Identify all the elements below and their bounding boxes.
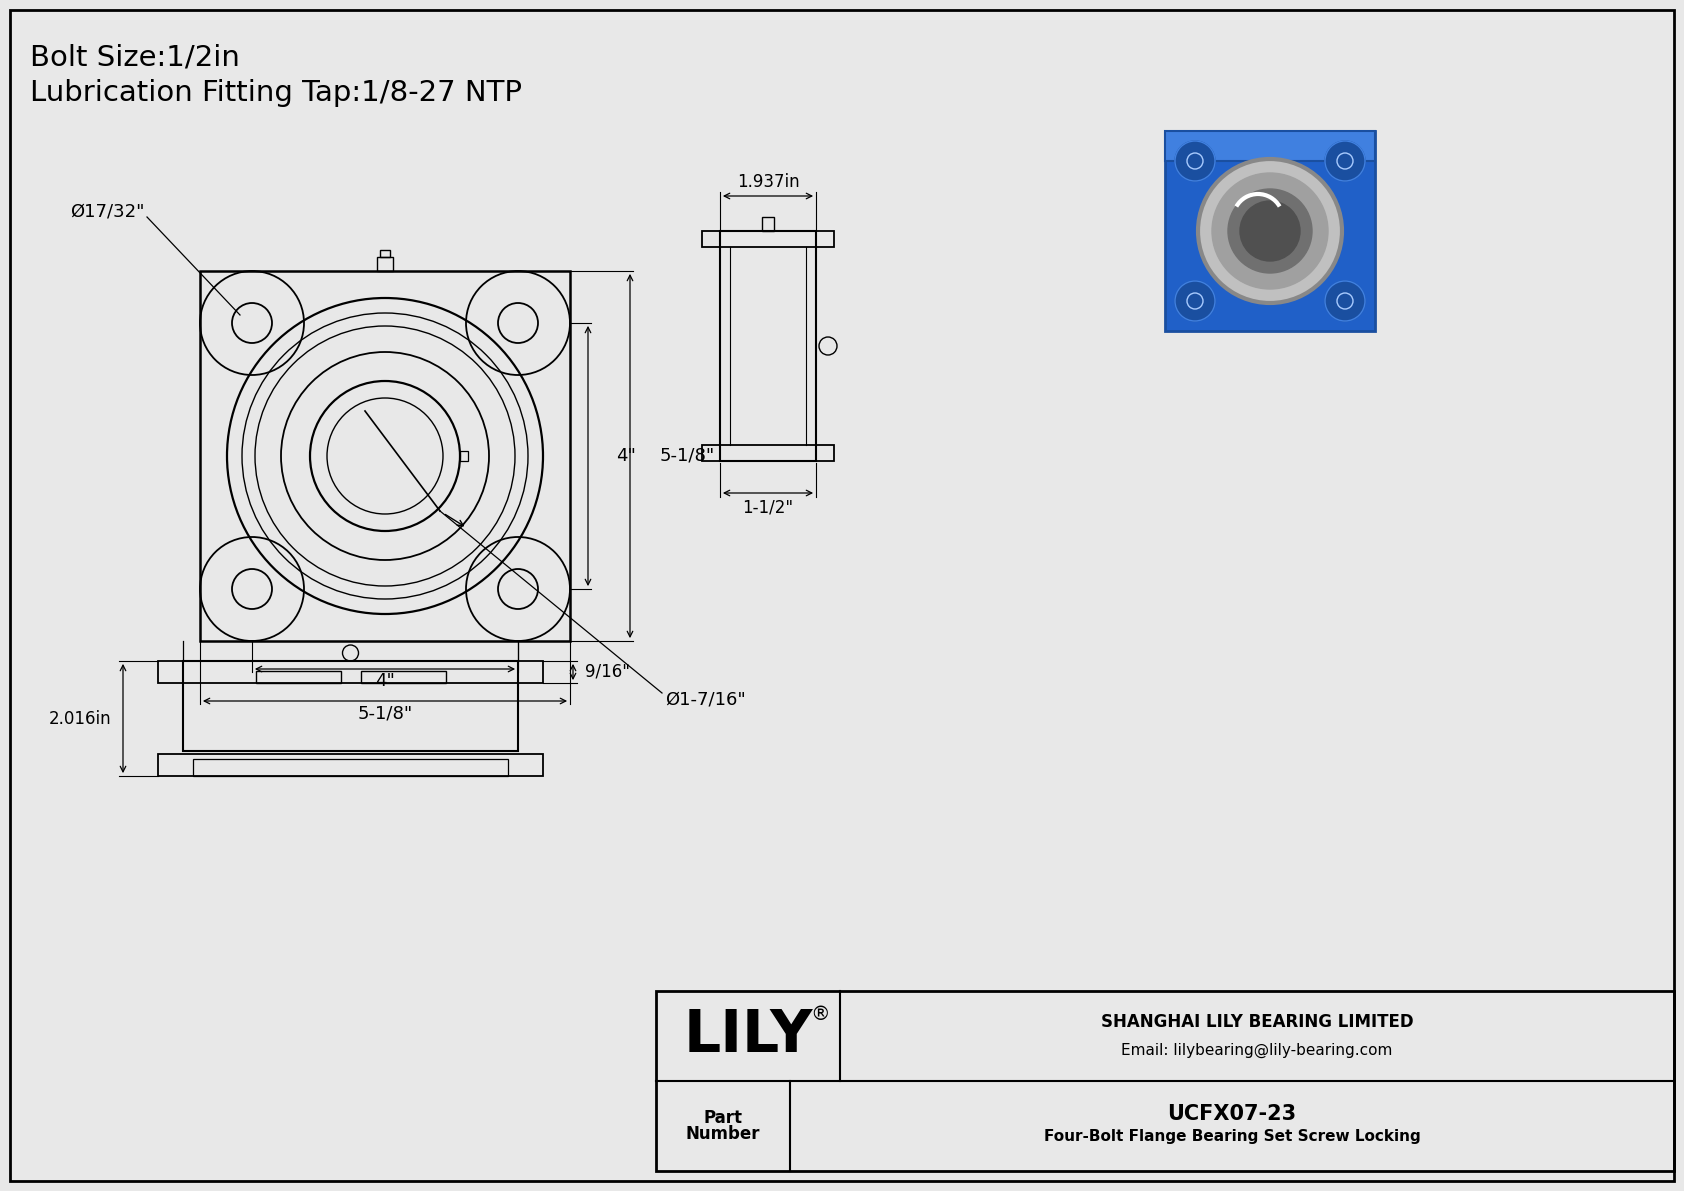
Bar <box>1165 131 1376 331</box>
Circle shape <box>1325 141 1366 181</box>
Text: 5-1/8": 5-1/8" <box>660 447 716 464</box>
Bar <box>460 451 468 461</box>
Text: Lubrication Fitting Tap:1/8-27 NTP: Lubrication Fitting Tap:1/8-27 NTP <box>30 79 522 107</box>
Text: ®: ® <box>810 1004 830 1023</box>
Bar <box>194 759 509 777</box>
Circle shape <box>1175 141 1214 181</box>
Bar <box>381 250 391 257</box>
Bar <box>184 661 519 752</box>
Bar <box>200 272 569 641</box>
Text: Bolt Size:1/2in: Bolt Size:1/2in <box>30 43 239 71</box>
Bar <box>377 257 392 272</box>
Bar <box>158 661 542 682</box>
Text: 1.937in: 1.937in <box>736 173 800 191</box>
Text: 9/16": 9/16" <box>584 663 630 681</box>
Circle shape <box>1175 281 1214 322</box>
Text: 4": 4" <box>376 672 396 690</box>
Bar <box>360 671 446 682</box>
Bar <box>702 231 834 247</box>
Text: Number: Number <box>685 1125 759 1143</box>
Bar <box>721 231 817 461</box>
Bar <box>702 445 834 461</box>
Circle shape <box>1197 160 1342 303</box>
Text: 5-1/8": 5-1/8" <box>357 704 413 722</box>
Text: Email: lilybearing@lily-bearing.com: Email: lilybearing@lily-bearing.com <box>1122 1042 1393 1058</box>
Circle shape <box>1228 189 1312 273</box>
Circle shape <box>1325 281 1366 322</box>
Bar <box>657 991 1674 1171</box>
Text: Ø1-7/16": Ø1-7/16" <box>665 690 746 707</box>
Bar <box>1165 131 1376 161</box>
Circle shape <box>1212 173 1329 289</box>
Text: UCFX07-23: UCFX07-23 <box>1167 1104 1297 1124</box>
Bar <box>256 671 340 682</box>
Text: 4": 4" <box>616 447 637 464</box>
Bar <box>158 754 542 777</box>
Text: Ø17/32": Ø17/32" <box>71 202 145 220</box>
Bar <box>761 217 775 231</box>
Circle shape <box>1239 201 1300 261</box>
Text: SHANGHAI LILY BEARING LIMITED: SHANGHAI LILY BEARING LIMITED <box>1101 1014 1413 1031</box>
Text: Part: Part <box>704 1109 743 1127</box>
Text: Four-Bolt Flange Bearing Set Screw Locking: Four-Bolt Flange Bearing Set Screw Locki… <box>1044 1129 1420 1143</box>
Text: 2.016in: 2.016in <box>49 710 111 728</box>
Text: 1-1/2": 1-1/2" <box>743 498 793 516</box>
Text: LILY: LILY <box>684 1008 813 1065</box>
